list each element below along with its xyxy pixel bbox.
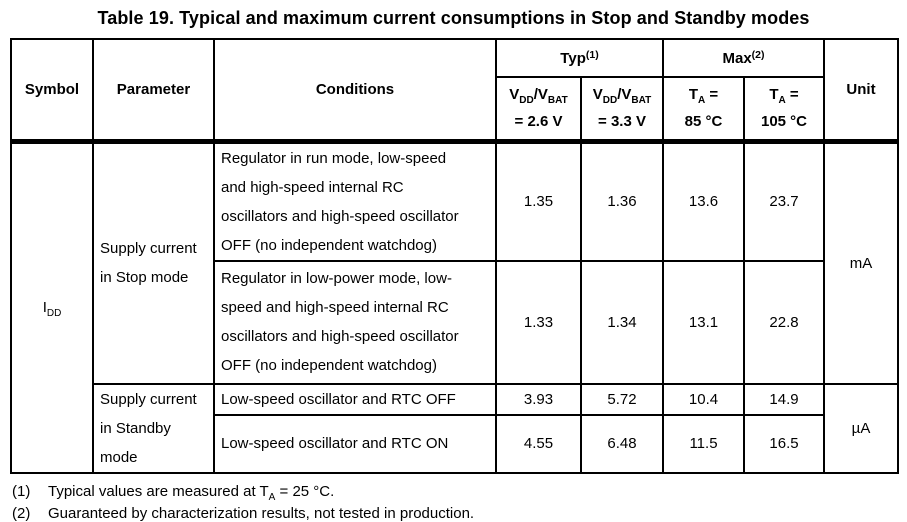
cell-conditions-standby-rtc-on: Low-speed oscillator and RTC ON [213, 414, 497, 474]
col-header-max-group: Max(2) [662, 38, 825, 78]
cell-max85-stop-lowpower: 13.1 [662, 259, 745, 385]
max-label: Max [722, 49, 752, 67]
cell-typ33-stop-run: 1.36 [580, 140, 664, 262]
cell-max85-standby-rtc-off: 10.4 [662, 382, 745, 417]
cell-typ26-stop-lowpower: 1.33 [495, 259, 582, 385]
footnote-1-number: (1) [12, 483, 31, 500]
col-header-symbol: Symbol [10, 38, 94, 144]
header-row-groups: Symbol Parameter Conditions Typ(1) Max(2… [10, 38, 899, 144]
ta-85-value: 85 °C [684, 113, 723, 131]
ta-105-value: 105 °C [760, 113, 808, 131]
header-row-subcolumns: VDD/VBAT = 2.6 V VDD/VBAT = 3.3 V TA = 8… [11, 76, 898, 144]
cell-typ26-standby-rtc-on: 4.55 [495, 414, 582, 474]
row-standby-rtc-on: Low-speed oscillator and RTC ON 4.55 6.4… [11, 414, 898, 474]
col-header-vdd-3v3: VDD/VBAT = 3.3 V [580, 76, 664, 144]
cell-typ26-standby-rtc-off: 3.93 [495, 382, 582, 417]
cell-max105-standby-rtc-on: 16.5 [743, 414, 825, 474]
cell-parameter-stop: Supply current in Stop mode [92, 140, 215, 385]
typ-footnote-ref: (1) [585, 48, 599, 61]
cell-typ33-standby-rtc-on: 6.48 [580, 414, 664, 474]
cell-conditions-standby-rtc-off: Low-speed oscillator and RTC OFF [213, 382, 497, 417]
cell-max85-standby-rtc-on: 11.5 [662, 414, 745, 474]
cell-unit-ma: mA [823, 140, 899, 385]
col-header-conditions: Conditions [213, 38, 497, 144]
cell-max105-stop-run: 23.7 [743, 140, 825, 262]
cell-symbol-idd: IDD [10, 140, 94, 474]
vdd-3v3-value: = 3.3 V [598, 113, 646, 131]
cell-max85-stop-run: 13.6 [662, 140, 745, 262]
typ-label: Typ [560, 49, 586, 67]
vdd-vbat-label: VDD/VBAT [509, 86, 568, 107]
vdd-vbat-label: VDD/VBAT [592, 86, 652, 107]
cell-typ33-standby-rtc-off: 5.72 [580, 382, 664, 417]
cell-conditions-stop-lowpower: Regulator in low-power mode, low- speed … [213, 259, 497, 385]
cell-typ26-stop-run: 1.35 [495, 140, 582, 262]
max-footnote-ref: (2) [751, 48, 765, 61]
current-consumption-table: Symbol Parameter Conditions Typ(1) Max(2… [10, 38, 899, 474]
vdd-2v6-value: = 2.6 V [514, 113, 563, 131]
col-header-vdd-2v6: VDD/VBAT = 2.6 V [495, 76, 582, 144]
footnote-2-number: (2) [12, 505, 31, 522]
col-header-parameter: Parameter [92, 38, 215, 144]
cell-max105-stop-lowpower: 22.8 [743, 259, 825, 385]
cell-typ33-stop-lowpower: 1.34 [580, 259, 664, 385]
row-standby-rtc-off: Supply current in Standby mode Low-speed… [11, 382, 899, 474]
col-header-ta-105: TA = 105 °C [743, 76, 825, 144]
table-caption: Table 19. Typical and maximum current co… [97, 8, 810, 28]
row-stop-run-mode: IDD Supply current in Stop mode Regulato… [10, 140, 899, 474]
cell-conditions-stop-run: Regulator in run mode, low-speed and hig… [213, 140, 497, 262]
ta-label: TA = [688, 86, 719, 107]
footnote-2: (2) Guaranteed by characterization result… [12, 503, 474, 522]
row-stop-lowpower-mode: Regulator in low-power mode, low- speed … [11, 259, 898, 385]
footnote-2-text: Guaranteed by characterization results, … [48, 505, 475, 522]
col-header-unit: Unit [823, 38, 899, 144]
footnote-1: (1) Typical values are measured at TA = 2… [12, 481, 474, 503]
cell-max105-standby-rtc-off: 14.9 [743, 382, 825, 417]
col-header-typ-group: Typ(1) [495, 38, 664, 78]
cell-parameter-standby: Supply current in Standby mode [92, 382, 215, 474]
ta-label: TA = [769, 86, 799, 107]
cell-unit-ua: µA [823, 382, 899, 474]
col-header-ta-85: TA = 85 °C [662, 76, 745, 144]
footnotes: (1) Typical values are measured at TA = 2… [12, 481, 474, 522]
footnote-1-text: Typical values are measured at TA = 25 °… [48, 483, 335, 503]
